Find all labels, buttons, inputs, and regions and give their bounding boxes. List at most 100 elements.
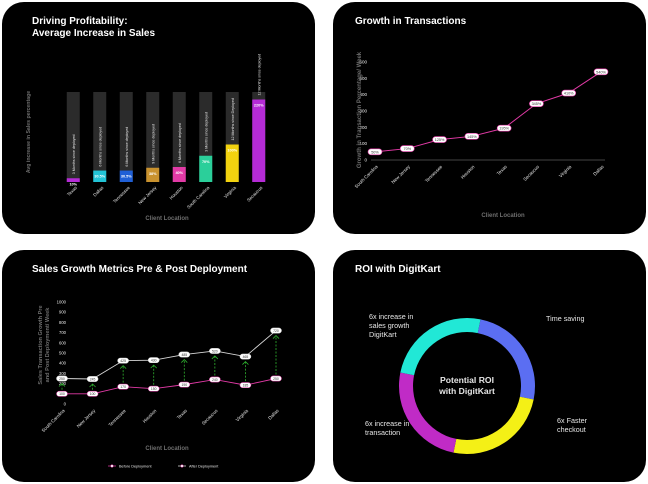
bar-value-label: 38% <box>149 172 157 176</box>
bar-annotation: 3 Months since deployed <box>204 112 208 152</box>
data-label: 485 <box>181 353 187 357</box>
bar-value-label: 40% <box>175 171 183 175</box>
bar <box>146 167 160 182</box>
data-point <box>147 385 160 392</box>
data-point <box>178 381 191 388</box>
data-point <box>270 327 282 334</box>
growth-arrow-head <box>119 365 127 369</box>
growth-arrow-head <box>242 361 249 365</box>
bar-annotation: 6 Months since deployed <box>125 127 129 167</box>
legend-label-after: After Deployment <box>189 465 219 469</box>
data-label: 70% <box>403 147 411 151</box>
y-tick-label: 0 <box>364 158 367 163</box>
x-tick-label: New Jersey <box>76 408 97 429</box>
bar <box>119 170 133 182</box>
bar-value-label: 10% <box>69 182 77 186</box>
data-point <box>496 124 512 132</box>
data-label: 100 <box>90 392 96 396</box>
data-label: 125% <box>435 138 445 142</box>
data-point <box>209 376 221 383</box>
data-label: 150 <box>151 387 157 391</box>
data-point <box>464 133 480 140</box>
x-tick-label: Houston <box>169 185 185 201</box>
legend-marker-after <box>180 464 184 468</box>
x-tick-label: New Jersey <box>137 185 158 206</box>
data-label: 540% <box>596 70 606 74</box>
y-axis-label: Avg increase in Sales percentage <box>26 91 32 173</box>
y-tick-label: 300 <box>59 371 67 376</box>
y-tick-label: 500 <box>359 76 367 81</box>
data-label: 250 <box>273 377 279 381</box>
bar <box>172 167 186 182</box>
bar-annotation: 3 Months since deployed <box>72 134 76 174</box>
x-tick-label: Tennessee <box>112 185 131 204</box>
data-point <box>529 100 544 107</box>
y-tick-label: 800 <box>59 320 67 325</box>
panel-title: Driving Profitability: Average Increase … <box>32 16 156 39</box>
x-tick-label: Dallas <box>592 164 605 177</box>
data-point <box>147 357 160 363</box>
x-tick-label: Houston <box>142 408 158 424</box>
bar <box>93 170 107 182</box>
y-axis-label: Sales Transaction Growth Preand Post Dep… <box>38 305 51 384</box>
data-point <box>209 348 221 354</box>
legend-marker-before <box>110 464 114 468</box>
bar-chart-sales-increase: 10% 3 Months since deployed Texas 30.5% 6 Mo… <box>26 54 266 222</box>
bar-value-label: 30.5% <box>121 175 132 179</box>
bar-value-label: 70% <box>202 160 210 164</box>
bar-track <box>146 92 160 182</box>
panel-title: Sales Growth Metrics Pre & Post Deployme… <box>32 264 248 275</box>
x-axis-label: Client Location <box>145 216 189 222</box>
x-tick-label: Dallas <box>267 408 280 421</box>
data-label: 465 <box>243 355 249 359</box>
data-label: 720 <box>273 329 279 333</box>
panel-title: ROI with DigitKart <box>355 264 441 275</box>
x-tick-label: Virginia <box>223 185 237 199</box>
y-tick-label: 0 <box>64 402 67 407</box>
data-label: 195% <box>499 127 509 131</box>
data-point <box>367 148 383 156</box>
panel-sales-increase: Driving Profitability: Average Increase … <box>2 2 315 234</box>
x-tick-label: Virginia <box>558 164 573 179</box>
y-tick-label: 400 <box>359 92 367 97</box>
donut-slice <box>400 318 481 376</box>
x-tick-label: New Jersey <box>390 164 411 185</box>
x-tick-label: Secaucus <box>201 408 219 426</box>
data-label: 190 <box>181 383 187 387</box>
y-axis-label: Growth in Transaction Percentage/ Week <box>357 51 363 168</box>
x-tick-label: Houston <box>460 164 476 180</box>
slice-label: 6x increase in sales growth DigitKart <box>369 312 413 339</box>
series-line <box>374 71 602 153</box>
data-label: 430 <box>151 358 157 362</box>
slice-label: 6x increase in transaction <box>365 419 409 437</box>
panel-pre-post-deployment: Sales Growth Metrics Pre & Post Deployme… <box>2 250 315 482</box>
bar-value-label: 220% <box>254 104 264 108</box>
line-chart-pre-post: 0100200300400500600700800900100010010017… <box>38 300 282 469</box>
x-tick-label: Secaucus <box>522 164 540 182</box>
data-label: 170 <box>120 385 126 389</box>
panel-roi: ROI with DigitKart Time saving 6x Faster c… <box>333 250 646 482</box>
data-point <box>239 353 252 360</box>
y-tick-label: 400 <box>59 361 67 366</box>
x-axis-label: Client Location <box>145 446 189 452</box>
data-point <box>117 383 129 390</box>
data-label: 240 <box>212 378 218 382</box>
x-tick-label: South Carolina <box>41 408 66 433</box>
data-point <box>86 376 99 382</box>
x-tick-label: Tennessee <box>424 164 444 184</box>
data-label: 520 <box>212 349 218 353</box>
legend-label-before: Before Deployment <box>119 465 152 469</box>
donut-chart-roi: Time saving 6x Faster checkout 6x increase … <box>365 312 588 454</box>
data-point <box>561 89 577 97</box>
data-point <box>117 357 129 364</box>
y-tick-label: 900 <box>59 310 67 315</box>
y-tick-label: 700 <box>59 330 67 335</box>
data-point <box>239 382 252 388</box>
bar <box>199 155 213 182</box>
data-point <box>86 390 99 397</box>
bar-annotation: 9 Months since deployed <box>151 124 155 164</box>
x-tick-label: Dallas <box>92 185 105 198</box>
donut-slice <box>477 319 535 400</box>
bar <box>252 99 266 182</box>
